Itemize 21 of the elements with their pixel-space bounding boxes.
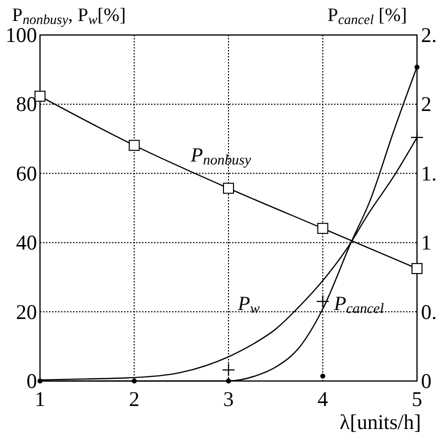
y2-tick-label: 2. <box>421 23 437 47</box>
x-tick-label: 1 <box>34 387 46 411</box>
x-tick-label: 2 <box>129 387 140 411</box>
x-axis-title: λ[units/h] <box>340 410 421 434</box>
x-tick-label: 3 <box>223 387 234 411</box>
y2-tick-label: 0 <box>421 369 432 393</box>
series-label: P$_{w}$ <box>236 293 260 318</box>
y-tick-label: 20 <box>16 300 37 324</box>
y2-tick-label: 1. <box>421 161 437 186</box>
y2-tick-label: 2 <box>421 92 432 116</box>
y-tick-label: 60 <box>16 161 37 186</box>
series-label: P$_{nonbusy}$ <box>190 144 252 168</box>
y-tick-label: 40 <box>16 230 37 255</box>
y-tick-label: 0 <box>26 369 37 393</box>
y2-tick-label: 0. <box>421 300 437 324</box>
y2-axis-title: P$_{cancel}$ [%] <box>328 5 407 27</box>
y2-tick-label: 1 <box>421 230 432 255</box>
series-label: P$_{cancel}$ <box>333 293 384 318</box>
x-tick-label: 5 <box>412 387 422 411</box>
x-tick-label: 4 <box>318 387 328 411</box>
y-tick-label: 80 <box>16 92 37 116</box>
